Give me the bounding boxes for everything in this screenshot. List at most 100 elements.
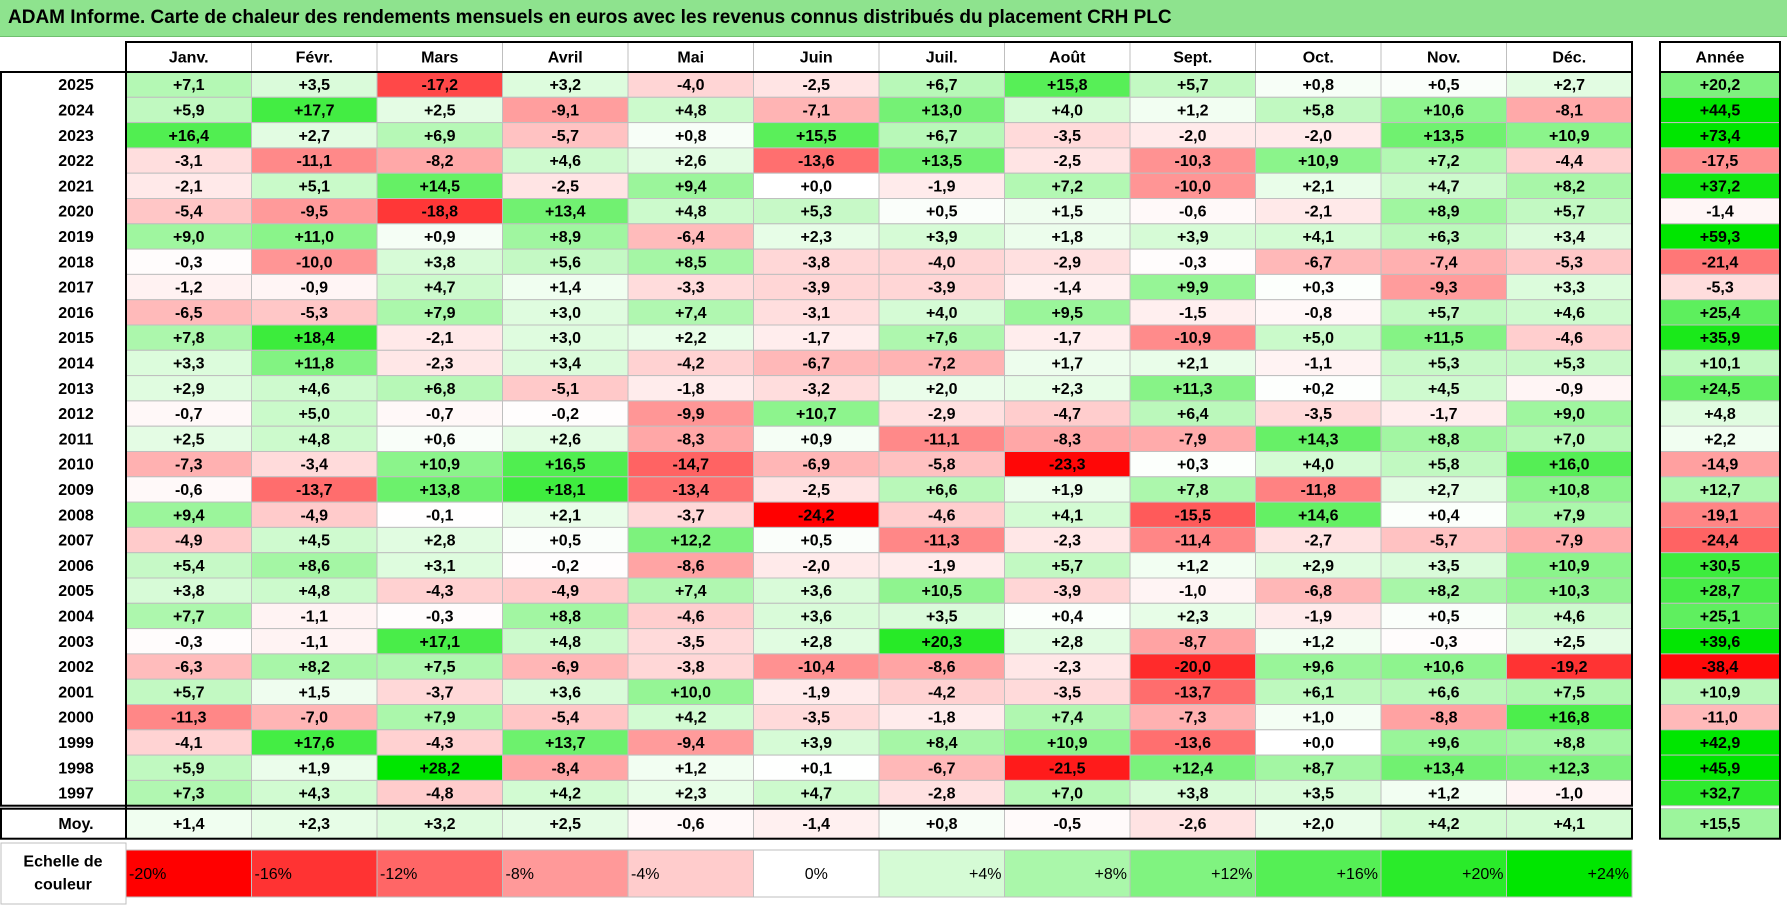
heatmap-cell-value: -9,5: [300, 204, 328, 221]
annual-cell-value: +35,9: [1700, 330, 1741, 347]
heatmap-cell-value: +8,4: [926, 735, 958, 752]
heatmap-cell: [1255, 628, 1382, 655]
heatmap-cell-value: -0,9: [1555, 381, 1583, 398]
scale-swatch: [1506, 849, 1633, 898]
heatmap-cell-value: -7,2: [928, 355, 956, 372]
year-label: 2023: [58, 128, 94, 145]
heatmap-cell: [251, 299, 378, 326]
heatmap-cell-value: -3,1: [175, 153, 203, 170]
heatmap-cell-value: -3,8: [677, 659, 705, 676]
heatmap-cell: [376, 678, 503, 706]
heatmap-cell: [627, 198, 754, 225]
heatmap-cell-value: +13,5: [922, 153, 963, 170]
heatmap-cell-value: -3,7: [677, 507, 705, 524]
heatmap-cell-value: +2,6: [549, 431, 581, 448]
heatmap-cell: [753, 273, 880, 301]
heatmap-cell: [1380, 349, 1507, 377]
heatmap-cell-value: -6,4: [677, 229, 705, 246]
heatmap-cell-value: +5,7: [173, 684, 205, 701]
heatmap-cell: [376, 349, 503, 377]
scale-label-box: [0, 842, 127, 905]
heatmap-cell: [878, 71, 1005, 98]
heatmap-cell-value: -5,4: [175, 204, 203, 221]
heatmap-cell-value: +5,8: [1302, 102, 1334, 119]
heatmap-cell-value: +8,8: [1553, 735, 1585, 752]
data-block-border: [0, 71, 1633, 807]
heatmap-cell: [878, 248, 1005, 275]
heatmap-cell: [1129, 653, 1256, 680]
heatmap-cell-value: +16,5: [545, 457, 586, 474]
heatmap-cell-value: -0,8: [1304, 305, 1332, 322]
heatmap-cell-value: +0,5: [549, 533, 581, 550]
heatmap-cell-value: -9,1: [551, 102, 579, 119]
heatmap-cell-value: -6,9: [551, 659, 579, 676]
annual-cell-value: +37,2: [1700, 178, 1741, 195]
heatmap-cell-value: +13,5: [1424, 128, 1465, 145]
heatmap-cell-value: +14,6: [1298, 507, 1339, 524]
annual-cell-value: -21,4: [1702, 254, 1739, 271]
heatmap-cell-value: +2,1: [549, 507, 581, 524]
heatmap-cell-value: -1,9: [928, 558, 956, 575]
heatmap-cell: [251, 273, 378, 301]
heatmap-cell-value: +4,8: [675, 204, 707, 221]
year-label: 2000: [58, 710, 94, 727]
heatmap-cell-value: -0,7: [426, 406, 454, 423]
heatmap-cell: [1506, 223, 1633, 250]
year-label: 1998: [58, 760, 94, 777]
average-annual-cell: [1659, 808, 1781, 840]
month-header-label: Mars: [421, 50, 458, 67]
heatmap-cell-value: +4,1: [1051, 507, 1083, 524]
heatmap-cell-value: +2,3: [1177, 608, 1209, 625]
heatmap-cell-value: -2,3: [1053, 533, 1081, 550]
heatmap-cell-value: -13,6: [1175, 735, 1212, 752]
year-label: 2012: [58, 406, 94, 423]
heatmap-cell: [1004, 122, 1131, 149]
heatmap-cell: [1506, 71, 1633, 98]
annual-cell-value: +59,3: [1700, 229, 1741, 246]
month-header-cell: [878, 41, 1005, 73]
heatmap-cell: [1255, 704, 1382, 731]
heatmap-cell-value: -24,2: [798, 507, 835, 524]
heatmap-cell-value: +9,4: [675, 178, 707, 195]
heatmap-cell: [125, 501, 252, 528]
average-cell-value: +4,1: [1553, 816, 1585, 833]
heatmap-cell-value: -1,1: [1304, 355, 1332, 372]
heatmap-cell-value: +1,2: [1177, 102, 1209, 119]
heatmap-cell-value: +10,0: [671, 684, 712, 701]
month-header-cell: [125, 41, 252, 73]
heatmap-cell-value: -3,5: [677, 634, 705, 651]
heatmap-cell-value: -8,3: [1053, 431, 1081, 448]
heatmap-cell-value: +14,5: [420, 178, 461, 195]
heatmap-cell: [1129, 526, 1256, 554]
annual-cell: [1659, 602, 1781, 630]
heatmap-cell: [1380, 147, 1507, 174]
heatmap-cell: [627, 299, 754, 326]
heatmap-cell-value: -13,7: [1175, 684, 1212, 701]
heatmap-cell: [1004, 628, 1131, 655]
scale-swatch-label: -16%: [255, 866, 292, 883]
heatmap-cell: [1506, 754, 1633, 781]
heatmap-cell: [753, 729, 880, 756]
average-cell-value: -0,5: [1053, 816, 1081, 833]
heatmap-cell-value: -5,3: [300, 305, 328, 322]
heatmap-cell-value: +8,2: [1428, 583, 1460, 600]
heatmap-cell: [627, 71, 754, 98]
heatmap-cell-value: -6,7: [802, 355, 830, 372]
year-label: 2021: [58, 178, 94, 195]
annual-cell-value: +39,6: [1700, 634, 1741, 651]
heatmap-cell-value: +7,4: [1051, 710, 1083, 727]
heatmap-cell-value: +4,8: [298, 431, 330, 448]
heatmap-cell: [502, 552, 629, 579]
heatmap-cell-value: +2,5: [424, 102, 456, 119]
heatmap-cell-value: -0,9: [300, 280, 328, 297]
annual-cell-value: -24,4: [1702, 533, 1739, 550]
heatmap-cell-value: +0,3: [1177, 457, 1209, 474]
heatmap-cell-value: +7,9: [424, 710, 456, 727]
heatmap-cell: [1004, 451, 1131, 478]
annual-cell-value: -17,5: [1702, 153, 1739, 170]
heatmap-cell-value: +3,6: [549, 684, 581, 701]
heatmap-cell-value: -3,9: [1053, 583, 1081, 600]
heatmap-cell-value: -1,9: [928, 178, 956, 195]
heatmap-cell-value: +17,1: [420, 634, 461, 651]
heatmap-cell-value: -6,7: [1304, 254, 1332, 271]
